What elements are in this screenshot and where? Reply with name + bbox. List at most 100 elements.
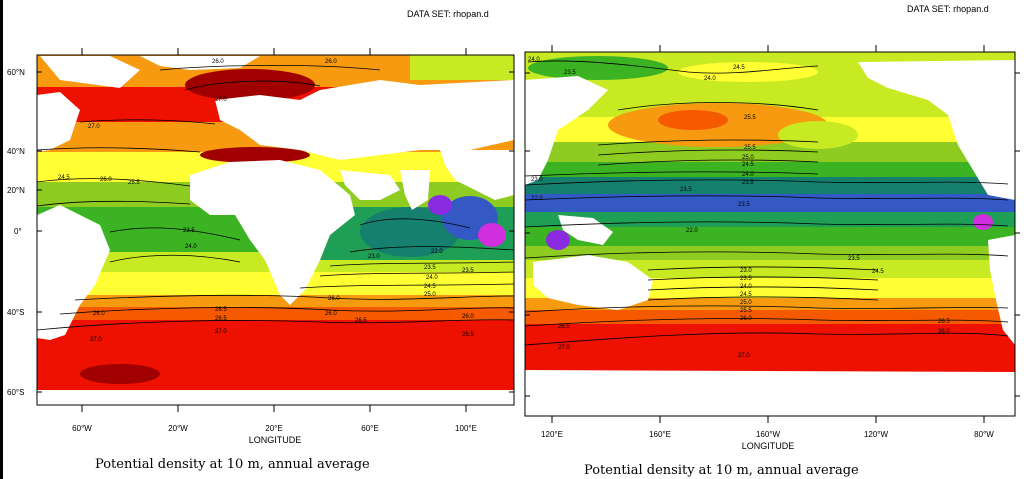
contour-label: 25.0 xyxy=(424,292,436,298)
contour-label: 26.0 xyxy=(100,177,112,183)
yellow-green-far-north xyxy=(410,55,514,80)
north-cap-land xyxy=(140,56,260,70)
x-axis-title: LONGITUDE xyxy=(742,441,795,451)
asia-land xyxy=(525,76,608,185)
contour-label: 23.5 xyxy=(424,265,436,271)
map-caption: Potential density at 10 m, annual averag… xyxy=(95,457,370,472)
contour-line xyxy=(524,305,1009,313)
contour-label: 25.5 xyxy=(128,180,140,186)
contour-label: 23.5 xyxy=(564,70,576,76)
contour-line xyxy=(36,147,201,153)
greenland-land xyxy=(40,56,140,88)
contour-line xyxy=(597,149,819,156)
axis-ticks xyxy=(525,45,1020,423)
contour-label: 25.5 xyxy=(740,308,752,314)
contour-label: 26.5 xyxy=(215,307,227,313)
contour-label: 25.0 xyxy=(740,300,752,306)
band-red-south xyxy=(37,318,514,358)
contour-label: 23.5 xyxy=(680,187,692,193)
band-light-green-north xyxy=(525,140,1015,162)
contour-label: 23.0 xyxy=(531,177,543,183)
map-frame xyxy=(524,51,1016,417)
contour-line xyxy=(159,64,381,71)
contour-label: 25.5 xyxy=(744,145,756,151)
contour-label: 27.0 xyxy=(88,124,100,130)
contour-line xyxy=(647,276,879,281)
contour-lines xyxy=(524,60,1009,346)
contour-line xyxy=(109,254,241,263)
africa-land xyxy=(190,160,355,305)
contour-label: 23.5 xyxy=(462,268,474,274)
contour-label: 24.5 xyxy=(742,162,754,168)
map-panel-atlantic-indian: DATA SET: rhopan.d xyxy=(0,0,515,479)
lon-tick-label: 160°W xyxy=(756,430,781,439)
axis-ticks xyxy=(37,48,514,412)
south-america-land xyxy=(988,235,1015,345)
contour-line xyxy=(349,246,515,253)
australia-land xyxy=(533,255,653,310)
band-teal-north xyxy=(525,175,1015,194)
lon-tick-label: 100°E xyxy=(455,424,477,433)
lat-tick-label: 60°N xyxy=(7,68,25,77)
contour-line xyxy=(647,266,879,271)
contour-label: 26.0 xyxy=(325,59,337,65)
contour-label: 22.0 xyxy=(686,228,698,234)
land-masses xyxy=(37,56,514,405)
lon-tick-labels: 60°W 20°W 20°E 60°E 100°E xyxy=(72,424,477,433)
south-america-land xyxy=(37,205,110,340)
india-land xyxy=(400,170,430,210)
land-masses xyxy=(525,60,1015,400)
lat-tick-label: 40°S xyxy=(7,308,24,317)
lat-tick-label: 20°N xyxy=(7,186,25,195)
contour-line xyxy=(359,218,471,229)
europe-land xyxy=(215,80,514,160)
contour-label: 24.0 xyxy=(426,275,438,281)
band-orange-south xyxy=(37,293,514,307)
contour-label: 27.0 xyxy=(215,329,227,335)
contour-label: 23.0 xyxy=(368,254,380,260)
contour-label: 26.0 xyxy=(938,329,950,335)
contour-label: 25.5 xyxy=(744,115,756,121)
contour-line xyxy=(524,221,1009,228)
contour-label: 22.0 xyxy=(431,249,443,255)
map-panel-pacific: DATA SET: rhopan.d xyxy=(518,0,1024,479)
contour-label: 27.0 xyxy=(558,345,570,351)
violet-indonesia xyxy=(428,195,452,215)
map-caption: Potential density at 10 m, annual averag… xyxy=(584,463,859,478)
contour-label: 23.5 xyxy=(738,202,750,208)
contour-label: 23.5 xyxy=(742,180,754,186)
lon-tick-label: 160°E xyxy=(649,430,671,439)
map-frame xyxy=(36,54,515,406)
north-america-land xyxy=(37,92,80,152)
asia-east-land xyxy=(440,150,514,200)
contour-label: 27.0 xyxy=(215,97,227,103)
band-red-orange-south xyxy=(37,305,514,320)
contour-line xyxy=(299,283,515,289)
dataset-label: DATA SET: rhopan.d xyxy=(907,4,989,14)
contour-line xyxy=(524,332,1009,346)
contour-label: 23.0 xyxy=(740,268,752,274)
lon-tick-label: 120°W xyxy=(864,430,889,439)
lon-tick-label: 20°W xyxy=(168,424,188,433)
north-america-land xyxy=(858,60,1015,200)
lat-tick-label: 60°S xyxy=(7,388,24,397)
contour-line xyxy=(59,307,515,315)
lon-tick-labels: 120°E 160°E 160°W 120°W 80°W xyxy=(541,430,994,439)
contour-label: 26.5 xyxy=(355,318,367,324)
contour-line xyxy=(524,171,819,177)
contour-label: 24.0 xyxy=(704,76,716,82)
contour-label: 26.0 xyxy=(740,316,752,322)
contour-line xyxy=(647,296,879,301)
lat-tick-labels: 60°N 40°N 20°N 0° 40°S 60°S xyxy=(7,68,25,397)
contour-label: 27.0 xyxy=(90,337,102,343)
band-green-equator xyxy=(525,225,1015,246)
contour-label: 26.5 xyxy=(215,316,227,322)
violet-west-patch xyxy=(546,230,570,250)
contour-label: 24.0 xyxy=(742,172,754,178)
contour-line xyxy=(36,178,191,187)
contour-line xyxy=(647,286,879,291)
antarctica-land xyxy=(525,370,1015,400)
deep-red-south-patch xyxy=(80,364,160,384)
contour-label: 24.0 xyxy=(185,244,197,250)
contour-label: 22.0 xyxy=(531,196,543,202)
